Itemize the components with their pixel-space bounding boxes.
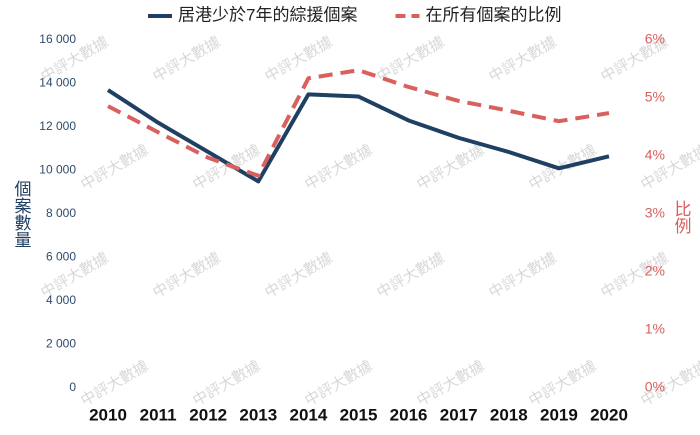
legend-item: 在所有個案的比例 bbox=[395, 5, 561, 24]
y2-tick-label: 3% bbox=[645, 205, 665, 221]
legend-label: 在所有個案的比例 bbox=[425, 5, 561, 24]
watermark: 中評大數據 bbox=[190, 357, 263, 409]
y-tick-label: 0 bbox=[69, 380, 76, 394]
y2-axis-title: 比例 bbox=[672, 200, 692, 234]
watermark: 中評大數據 bbox=[262, 33, 335, 85]
y2-tick-label: 0% bbox=[645, 379, 665, 395]
x-tick-label: 2013 bbox=[239, 405, 277, 424]
watermark: 中評大數據 bbox=[262, 249, 335, 301]
x-tick-label: 2019 bbox=[540, 405, 578, 424]
x-tick-label: 2011 bbox=[140, 405, 177, 424]
x-tick-label: 2017 bbox=[440, 405, 478, 424]
x-tick-label: 2018 bbox=[490, 405, 528, 424]
y-tick-label: 2 000 bbox=[46, 337, 76, 351]
watermark: 中評大數據 bbox=[302, 357, 375, 409]
x-tick-label: 2015 bbox=[340, 405, 378, 424]
y-tick-label: 4 000 bbox=[46, 293, 76, 307]
y-tick-label: 16 000 bbox=[39, 32, 76, 46]
y-tick-label: 6 000 bbox=[46, 250, 76, 264]
legend-label: 居港少於7年的綜援個案 bbox=[178, 5, 357, 24]
watermark: 中評大數據 bbox=[414, 141, 487, 193]
y2-tick-label: 5% bbox=[645, 89, 665, 105]
x-tick-label: 2016 bbox=[390, 405, 428, 424]
watermark: 中評大數據 bbox=[486, 33, 559, 85]
y-tick-label: 14 000 bbox=[39, 76, 76, 90]
watermark: 中評大數據 bbox=[78, 357, 151, 409]
x-tick-label: 2012 bbox=[189, 405, 227, 424]
x-tick-label: 2014 bbox=[289, 405, 327, 424]
x-tick-label: 2020 bbox=[590, 405, 628, 424]
y-tick-label: 12 000 bbox=[39, 119, 76, 133]
y2-tick-label: 1% bbox=[645, 321, 665, 337]
watermark: 中評大數據 bbox=[302, 141, 375, 193]
watermark: 中評大數據 bbox=[150, 249, 223, 301]
watermark: 中評大數據 bbox=[414, 357, 487, 409]
watermark: 中評大數據 bbox=[78, 141, 151, 193]
series-line bbox=[107, 68, 610, 178]
y2-tick-label: 6% bbox=[645, 31, 665, 47]
y-axis-title: 個案數量 bbox=[12, 180, 32, 248]
legend-item: 居港少於7年的綜援個案 bbox=[148, 5, 357, 24]
watermark: 中評大數據 bbox=[150, 33, 223, 85]
watermark: 中評大數據 bbox=[526, 357, 599, 409]
watermark: 中評大數據 bbox=[486, 249, 559, 301]
watermark: 中評大數據 bbox=[374, 249, 447, 301]
y-tick-label: 10 000 bbox=[39, 163, 76, 177]
y2-tick-label: 4% bbox=[645, 147, 665, 163]
y-tick-label: 8 000 bbox=[46, 206, 76, 220]
series-line bbox=[106, 88, 610, 184]
x-tick-label: 2010 bbox=[89, 405, 127, 424]
y2-tick-label: 2% bbox=[645, 263, 665, 279]
